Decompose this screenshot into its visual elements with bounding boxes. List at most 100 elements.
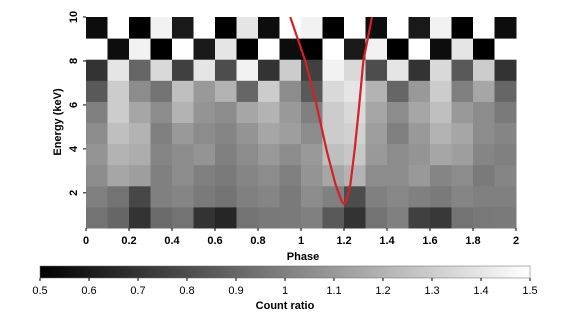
x-tick-label: 0 (83, 235, 89, 247)
heatmap-cell (107, 206, 130, 229)
heatmap-cell (107, 122, 130, 145)
x-tick-label: 0.2 (121, 235, 136, 247)
heatmap-cell (236, 101, 259, 123)
heatmap-cell (344, 164, 366, 187)
heatmap-cell (193, 80, 216, 102)
heatmap-cell (365, 122, 388, 145)
heatmap-cell (301, 143, 323, 166)
heatmap-cell (86, 101, 108, 123)
x-tick-label: 1.6 (422, 235, 437, 247)
heatmap-cell (365, 101, 388, 123)
heatmap-cell (451, 17, 474, 39)
heatmap-cell (473, 101, 495, 123)
heatmap-cell (387, 206, 409, 229)
heatmap-cell (430, 38, 452, 60)
heatmap-cell (430, 17, 452, 39)
heatmap-cell (236, 143, 259, 166)
heatmap-cell (473, 143, 495, 166)
heatmap-cell (129, 185, 151, 208)
heatmap-cell (129, 206, 151, 229)
heatmap-cell (494, 122, 517, 145)
heatmap-cell (279, 80, 302, 102)
heatmap-cell (236, 38, 259, 60)
heatmap-cell (86, 122, 108, 145)
heatmap-cell (258, 80, 280, 102)
heatmap-cell (193, 164, 216, 187)
heatmap-cell (279, 185, 302, 208)
heatmap-cell (172, 185, 194, 208)
heatmap-cell (322, 101, 345, 123)
heatmap-cell (408, 185, 431, 208)
heatmap-cell (236, 164, 259, 187)
heatmap-cell (473, 206, 495, 229)
heatmap-cell (86, 59, 108, 81)
heatmap-cell (150, 185, 173, 208)
heatmap-cell (387, 38, 409, 60)
heatmap-cell (172, 164, 194, 187)
heatmap-cell (193, 17, 216, 39)
colorbar-tick-label: 1.2 (375, 285, 390, 297)
heatmap-cell (107, 185, 130, 208)
heatmap-cell (107, 80, 130, 102)
y-axis-label: Energy (keV) (52, 88, 64, 156)
heatmap-cell (258, 59, 280, 81)
heatmap-cell (86, 143, 108, 166)
x-tick-label: 1 (298, 235, 304, 247)
heatmap-cell (408, 122, 431, 145)
heatmap-cell (172, 38, 194, 60)
heatmap-cell (279, 122, 302, 145)
heatmap-cell (107, 143, 130, 166)
heatmap-cell (215, 101, 237, 123)
heatmap-cell (387, 80, 409, 102)
heatmap-cell (344, 59, 366, 81)
heatmap-cell (408, 164, 431, 187)
heatmap-cell (258, 206, 280, 229)
heatmap-cell (473, 185, 495, 208)
heatmap-cell (301, 59, 323, 81)
heatmap-cell (451, 59, 474, 81)
heatmap-cell (430, 206, 452, 229)
heatmap-cell (473, 122, 495, 145)
heatmap-cell (236, 122, 259, 145)
heatmap-cell (451, 206, 474, 229)
heatmap-cell (387, 59, 409, 81)
y-tick-label: 4 (68, 145, 80, 152)
heatmap-cell (150, 122, 173, 145)
heatmap-cell (387, 143, 409, 166)
heatmap-cell (236, 206, 259, 229)
heatmap-cell (172, 122, 194, 145)
heatmap-cell (193, 122, 216, 145)
heatmap-cell (258, 164, 280, 187)
heatmap-cell (107, 164, 130, 187)
heatmap-cell (150, 206, 173, 229)
heatmap-cell (451, 164, 474, 187)
heatmap-cell (279, 164, 302, 187)
heatmap-cell (494, 101, 517, 123)
heatmap-cell (258, 185, 280, 208)
heatmap-cell (365, 206, 388, 229)
heatmap-cell (129, 59, 151, 81)
heatmap-cell (193, 143, 216, 166)
x-tick-label: 1.4 (379, 235, 395, 247)
heatmap-cell (129, 143, 151, 166)
heatmap-cell (387, 17, 409, 39)
heatmap-cell (258, 101, 280, 123)
heatmap-cell (322, 185, 345, 208)
heatmap-cell (494, 206, 517, 229)
heatmap-cell (430, 143, 452, 166)
heatmap-cell (322, 38, 345, 60)
heatmap-cell (344, 206, 366, 229)
colorbar-tick-label: 1.1 (326, 285, 341, 297)
heatmap-cell (387, 122, 409, 145)
heatmap-cell (451, 101, 474, 123)
heatmap-cell (215, 80, 237, 102)
heatmap-cell (301, 122, 323, 145)
heatmap-cell (129, 164, 151, 187)
heatmap-cell (408, 38, 431, 60)
heatmap-cell (258, 38, 280, 60)
heatmap-cell (494, 185, 517, 208)
heatmap-cell (107, 17, 130, 39)
heatmap-cell (172, 17, 194, 39)
heatmap-cell (172, 59, 194, 81)
